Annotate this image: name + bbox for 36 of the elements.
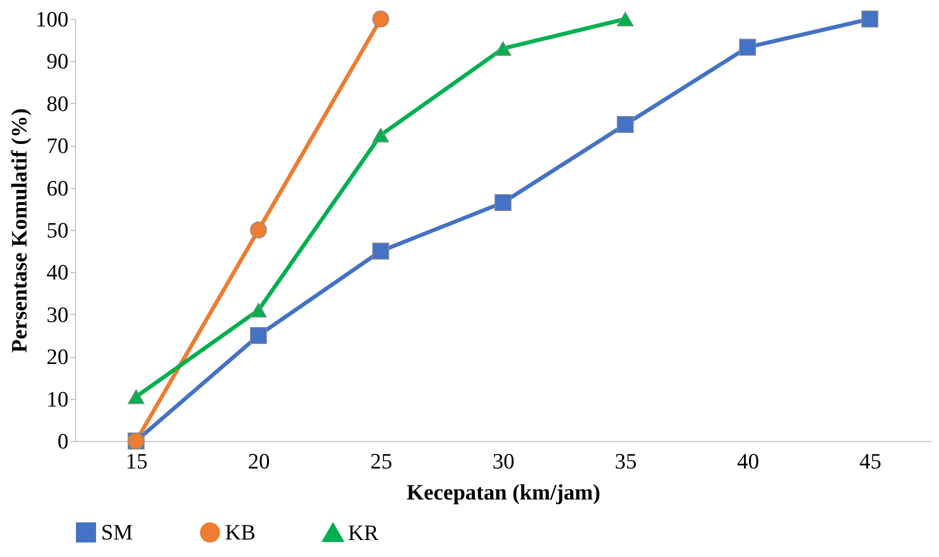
point (616, 116, 634, 133)
x-axis-title: Kecepatan (km/jam) (406, 480, 600, 504)
x-tick-label: 15 (126, 448, 148, 474)
point (494, 41, 512, 56)
point (128, 389, 145, 404)
y-tick-label: 80 (46, 90, 68, 116)
point (861, 10, 878, 28)
y-tick-label: 10 (46, 386, 68, 412)
x-tick-label: 25 (370, 448, 392, 474)
y-tick-label: 60 (46, 175, 68, 200)
point (250, 327, 267, 344)
y-tick-label: 40 (46, 260, 68, 285)
point (372, 128, 390, 142)
x-tick-label: 30 (492, 448, 514, 474)
point (616, 12, 634, 26)
x-tick-label: 20 (248, 448, 270, 474)
y-tick-label: 50 (46, 218, 68, 242)
x-tick-label: 45 (859, 448, 882, 474)
legend-label: KR (348, 520, 379, 546)
y-axis-title: Persentase Komulatif (%) (6, 108, 32, 353)
x-tick-label: 40 (737, 448, 760, 474)
point (250, 222, 267, 238)
y-tick-label: 0 (58, 428, 68, 454)
point (372, 10, 390, 28)
y-tick-label: 100 (36, 6, 68, 32)
point (250, 302, 267, 318)
legend-label: SM (101, 519, 133, 544)
x-tick-label: 35 (614, 448, 637, 474)
legend-label: KB (225, 519, 256, 544)
y-tick-label: 70 (46, 133, 68, 158)
y-tick-label: 90 (46, 48, 68, 74)
point (372, 242, 390, 260)
point (739, 38, 756, 56)
y-tick-label: 20 (46, 344, 68, 370)
point (494, 194, 512, 212)
y-tick-label: 30 (46, 302, 68, 327)
